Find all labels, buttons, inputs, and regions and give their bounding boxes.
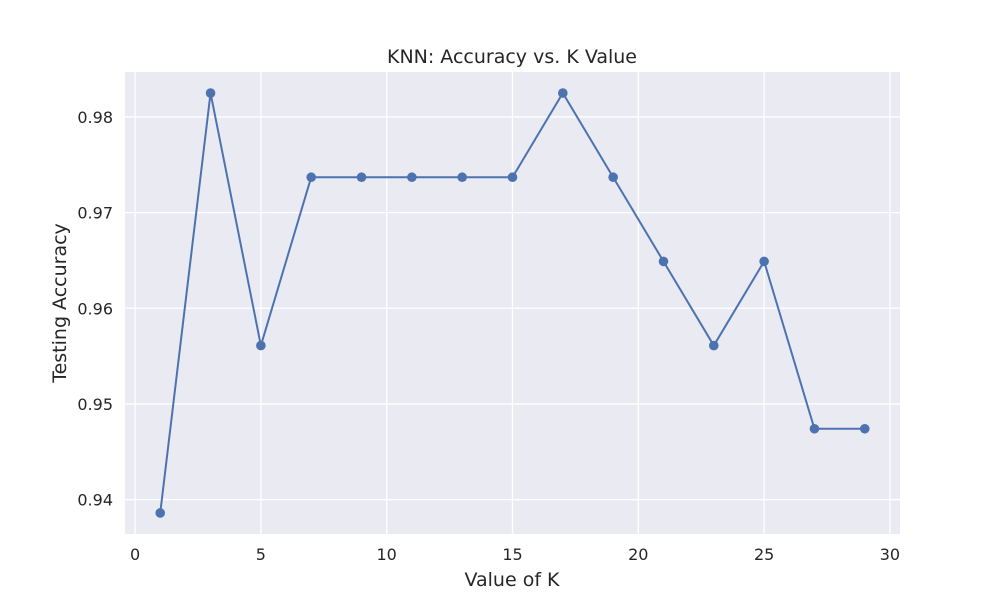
data-point — [256, 340, 266, 351]
data-point — [407, 172, 417, 183]
data-point — [356, 172, 367, 183]
data-point — [205, 88, 216, 98]
y-tick-label: 0.98 — [77, 108, 113, 127]
chart-title: KNN: Accuracy vs. K Value — [387, 46, 637, 68]
y-tick-label: 0.96 — [77, 299, 113, 318]
data-point — [306, 172, 317, 183]
data-point — [859, 423, 870, 434]
data-point — [608, 172, 618, 183]
x-axis-label: Value of K — [464, 569, 560, 591]
y-tick-label: 0.95 — [77, 395, 113, 414]
y-tick-label: 0.97 — [77, 204, 113, 223]
x-tick-label: 0 — [130, 545, 140, 564]
data-point — [155, 508, 166, 518]
data-point — [558, 88, 568, 98]
x-tick-label: 30 — [880, 545, 900, 564]
data-point — [708, 340, 719, 351]
data-point — [809, 423, 820, 434]
data-point — [658, 256, 669, 267]
series — [155, 88, 870, 518]
data-point — [507, 172, 518, 183]
y-axis-label: Testing Accuracy — [49, 223, 71, 384]
data-point — [759, 256, 769, 267]
x-tick-label: 15 — [502, 545, 522, 564]
x-tick-label: 20 — [628, 545, 648, 564]
x-tick-label: 5 — [256, 545, 266, 564]
x-tick-label: 10 — [377, 545, 397, 564]
grid — [125, 72, 900, 534]
ticks: 0 5 10 15 20 25 30 0.94 0.95 0.96 0.97 0.98 — [77, 108, 900, 564]
y-tick-label: 0.94 — [77, 491, 113, 510]
x-tick-label: 25 — [754, 545, 774, 564]
data-point — [457, 172, 467, 183]
